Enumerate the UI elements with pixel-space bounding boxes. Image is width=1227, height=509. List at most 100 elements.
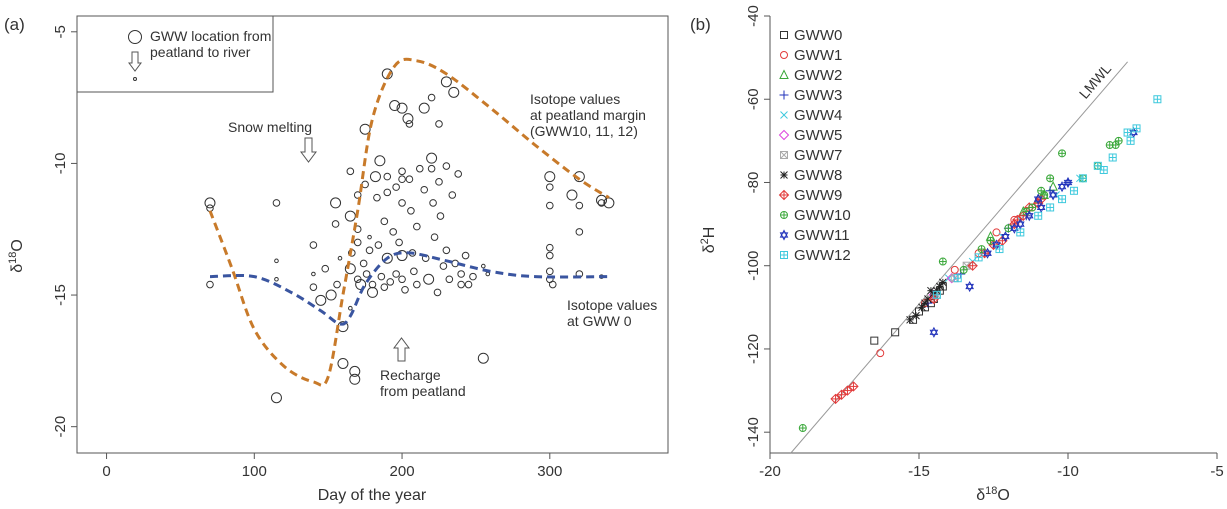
panel-a-point (410, 267, 418, 276)
panel-a-point (477, 352, 489, 364)
legend-marker-gww5 (778, 129, 790, 141)
panel-a-point (439, 262, 448, 270)
panel-a-point (546, 251, 554, 260)
annotation-recharge-2: from peatland (380, 383, 466, 399)
peatland-margin-curve (208, 57, 610, 387)
recharge-up-arrow-icon (393, 337, 410, 362)
panel-b-point-gww9 (836, 389, 847, 400)
panel-a-x-tick-label: 0 (102, 463, 110, 480)
annotation-snow-melting: Snow melting (228, 119, 312, 135)
panel-a-point (546, 243, 554, 252)
panel-b-point-gww8 (906, 315, 914, 324)
panel-b-point-gww10 (1028, 203, 1037, 212)
panel-b-point-gww12 (1069, 186, 1078, 195)
panel-a-point (566, 189, 578, 201)
panel-a-point (401, 285, 409, 294)
panel-a-point (448, 86, 460, 98)
panel-b-point-gww1 (950, 265, 959, 274)
panel-a-point (389, 228, 397, 236)
panel-a-point (429, 199, 437, 207)
panel-a-point (546, 267, 554, 276)
panel-a-point (392, 270, 400, 278)
panel-a-point (436, 212, 445, 220)
panel-a-point (548, 280, 557, 289)
legend-label-gww1: GWW1 (794, 47, 842, 64)
panel-a-point (575, 228, 584, 236)
legend-small-circle (133, 77, 137, 81)
panel-a-point (383, 188, 392, 197)
panel-a-point (349, 365, 361, 377)
panel-a-point (367, 286, 378, 298)
panel-b-point-gww11 (992, 239, 1001, 251)
annotation-margin-1: Isotope values (530, 91, 620, 107)
panel-a-y-axis-label-rest: O (9, 239, 26, 251)
panel-a-point (369, 171, 381, 183)
panel-a-point (546, 183, 554, 191)
annotation-margin-3: (GWW10, 11, 12) (530, 123, 638, 139)
panel-a-point (457, 270, 465, 278)
panel-b-y-tick-label: -120 (745, 334, 762, 364)
annotation-margin-2: at peatland margin (530, 107, 646, 123)
panel-b-point-gww11 (1048, 189, 1058, 201)
panel-a-point (426, 152, 438, 164)
panel-a-point (337, 255, 343, 261)
legend-large-circle (128, 30, 142, 44)
panel-a-point (427, 93, 436, 102)
panel-a-point (377, 272, 386, 281)
panel-a-point (415, 164, 424, 173)
panel-a-point (398, 275, 406, 284)
panel-b-point-gww11 (1063, 176, 1073, 189)
panel-b-y-tick-label: -60 (745, 88, 762, 110)
legend-label-gww8: GWW8 (794, 167, 842, 184)
panel-a-point (461, 251, 470, 260)
legend-marker-gww12 (780, 251, 788, 259)
panel-a-point (272, 199, 281, 207)
panel-b-point-gww5 (946, 272, 957, 284)
panel-b-point-gww12 (974, 253, 983, 262)
panel-b-y-axis-label-rest: H (701, 227, 718, 239)
panel-b-point-gww12 (995, 245, 1004, 254)
panel-b-point-gww10 (1037, 186, 1046, 195)
panel-b-point-gww11 (1036, 201, 1046, 214)
panel-a: (a) 0 100 200 300 -5 -10 -15 -20 Day of the ye… (4, 15, 669, 504)
panel-a-point (448, 191, 457, 199)
panel-b-y-tick-label: -40 (745, 5, 762, 27)
panel-a-legend-box (76, 15, 274, 93)
panel-b-label: (b) (690, 15, 711, 34)
panel-a-y-axis: -5 -10 -15 -20 (52, 25, 77, 438)
panel-a-point (344, 263, 356, 275)
legend-marker-gww2 (779, 69, 789, 79)
panel-a-point (442, 162, 451, 170)
panel-a-legend-line1: GWW location from (150, 28, 271, 44)
legend-label-gww7: GWW7 (794, 147, 842, 164)
panel-a-point (206, 280, 214, 289)
panel-a-point (454, 170, 462, 178)
panel-a-point (331, 220, 340, 228)
panel-b-x-tick-label: -15 (908, 463, 930, 480)
panel-a-point (427, 164, 436, 173)
legend-marker-gww11 (779, 229, 789, 241)
legend-marker-gww9 (778, 189, 790, 201)
panel-a-point (413, 222, 421, 231)
panel-b-points (798, 95, 1162, 433)
panel-b-point-gww11 (1129, 126, 1138, 139)
panel-b-point-gww3 (1063, 177, 1073, 187)
panel-b-point-gww0 (870, 336, 879, 345)
panel-a-point (597, 199, 606, 207)
panel-b-point-gww12 (953, 274, 962, 283)
panel-b-x-axis-label-rest: O (997, 487, 1009, 504)
panel-b-y-axis-label-sup: 2 (699, 238, 711, 244)
panel-a-point (309, 241, 318, 249)
panel-a-y-axis-label-sup: 18 (7, 252, 19, 264)
panel-b-y-axis-label-base: δ (701, 244, 718, 253)
panel-b-point-gww12 (1016, 228, 1025, 237)
panel-a-point (204, 197, 216, 209)
panel-b-point-gww11 (1010, 222, 1019, 234)
legend-label-gww2: GWW2 (794, 67, 842, 84)
panel-a-point (396, 250, 408, 262)
panel-b-point-gww10 (959, 265, 968, 274)
annotation-gww0-1: Isotope values (567, 297, 657, 313)
panel-b-point-gww11 (1015, 218, 1025, 230)
legend-label-gww11: GWW11 (794, 227, 850, 244)
panel-a-point (344, 210, 356, 222)
